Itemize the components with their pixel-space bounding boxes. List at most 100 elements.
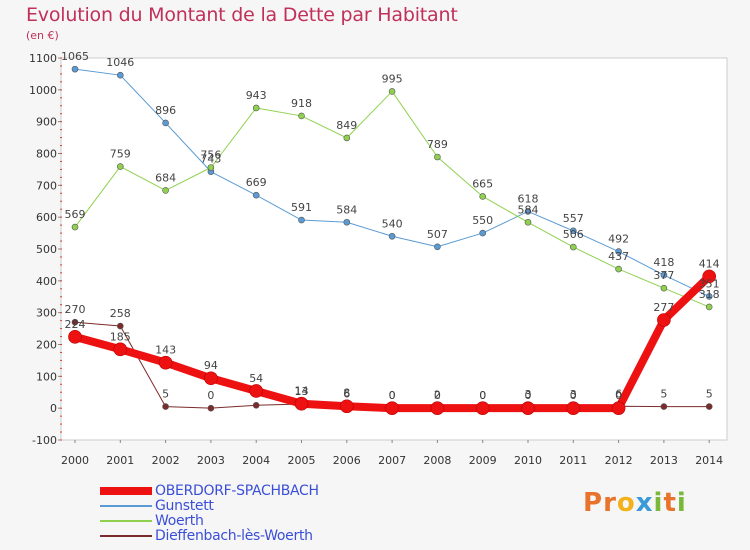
data-point	[479, 193, 487, 200]
x-tick-label: 2001	[106, 454, 134, 467]
data-label: 669	[246, 176, 267, 189]
logo-letter: r	[603, 488, 617, 518]
data-label: 318	[699, 288, 720, 301]
data-label: 6	[615, 387, 622, 400]
legend-item-woerth: Woerth	[100, 514, 319, 529]
x-tick-label: 2003	[197, 454, 225, 467]
data-label: 258	[110, 307, 131, 320]
data-point	[249, 384, 264, 398]
data-label: 0	[525, 389, 532, 402]
data-point	[705, 303, 713, 311]
plot-area	[60, 57, 728, 441]
data-point	[294, 396, 309, 411]
data-point	[162, 119, 169, 127]
y-tick-label: 700	[36, 179, 57, 192]
data-label: 377	[653, 269, 674, 282]
data-label: 185	[110, 330, 131, 343]
data-label: 743	[200, 153, 221, 166]
x-tick-label: 2014	[695, 454, 723, 467]
data-point	[615, 248, 622, 255]
y-tick-label: 800	[36, 148, 57, 161]
data-label: 1046	[106, 56, 134, 69]
x-tick-label: 2011	[559, 454, 587, 467]
data-point	[204, 371, 218, 386]
data-point	[705, 293, 713, 300]
logo-letter: i	[676, 488, 687, 518]
data-label: 418	[653, 256, 674, 269]
data-point	[117, 322, 124, 330]
data-label: 437	[608, 250, 629, 263]
data-point	[430, 401, 445, 415]
data-point	[252, 104, 260, 112]
data-label: 5	[162, 388, 169, 401]
data-point	[611, 401, 626, 415]
data-point	[339, 399, 354, 414]
data-point	[343, 134, 351, 142]
data-point	[524, 208, 532, 215]
data-point	[71, 65, 79, 73]
data-label: 0	[389, 389, 396, 402]
legend-swatch-oberdorf	[100, 487, 152, 495]
y-tick-label: 100	[36, 370, 57, 383]
x-tick-label: 2009	[469, 454, 497, 467]
legend-label: Dieffenbach-lès-Woerth	[155, 528, 313, 544]
data-point	[615, 265, 622, 273]
data-point	[207, 404, 215, 412]
data-point	[113, 342, 128, 357]
y-tick-label: 500	[36, 243, 57, 256]
x-tick-label: 2000	[61, 454, 89, 467]
chart-subtitle: (en €)	[26, 29, 59, 42]
data-point	[705, 403, 713, 410]
data-point	[388, 232, 396, 240]
x-tick-label: 2010	[514, 454, 542, 467]
y-tick-label: 900	[36, 116, 57, 129]
data-label: 0	[570, 389, 577, 402]
legend-swatch-dieffenbach	[100, 535, 152, 537]
data-point	[566, 401, 581, 415]
data-label: 143	[155, 344, 176, 357]
data-point	[524, 218, 532, 226]
data-label: 224	[65, 318, 86, 331]
data-label: 557	[563, 212, 584, 225]
data-label: 0	[389, 389, 396, 402]
y-tick-label: 400	[36, 275, 57, 288]
data-point	[475, 401, 490, 415]
legend-item-gunstett: Gunstett	[100, 499, 319, 514]
data-label: 569	[65, 208, 86, 221]
data-label: 94	[204, 359, 218, 372]
logo-letter: o	[616, 488, 636, 518]
data-point	[660, 271, 668, 279]
data-label: 270	[65, 303, 86, 316]
data-label: 943	[246, 89, 267, 102]
data-point	[68, 330, 82, 344]
data-label: 550	[472, 214, 493, 227]
legend-swatch-woerth	[100, 520, 152, 522]
legend: OBERDORF-SPACHBACH Gunstett Woerth Dieff…	[100, 484, 319, 544]
data-point	[71, 223, 79, 231]
data-point	[117, 163, 124, 170]
data-point	[660, 403, 668, 410]
data-label: 351	[699, 277, 720, 290]
logo-letter: i	[653, 488, 664, 518]
data-point	[117, 71, 124, 79]
chart-title: Evolution du Montant de la Dette par Hab…	[26, 4, 458, 26]
data-label: 2	[434, 389, 441, 402]
data-point	[702, 269, 717, 284]
data-point	[71, 318, 79, 326]
data-label: 665	[472, 177, 493, 190]
data-point	[569, 227, 577, 235]
x-tick-label: 2007	[378, 454, 406, 467]
data-label: 0	[434, 389, 441, 402]
data-label: 759	[110, 148, 131, 161]
data-point	[434, 243, 441, 251]
data-point	[252, 402, 260, 409]
data-label: 6	[343, 387, 350, 400]
data-label: 14	[295, 385, 309, 398]
data-point	[521, 401, 535, 415]
data-point	[479, 229, 487, 237]
data-label: 896	[155, 104, 176, 117]
y-tick-label: 300	[36, 307, 57, 320]
data-label: 506	[563, 228, 584, 241]
y-tick-label: -100	[32, 434, 57, 447]
